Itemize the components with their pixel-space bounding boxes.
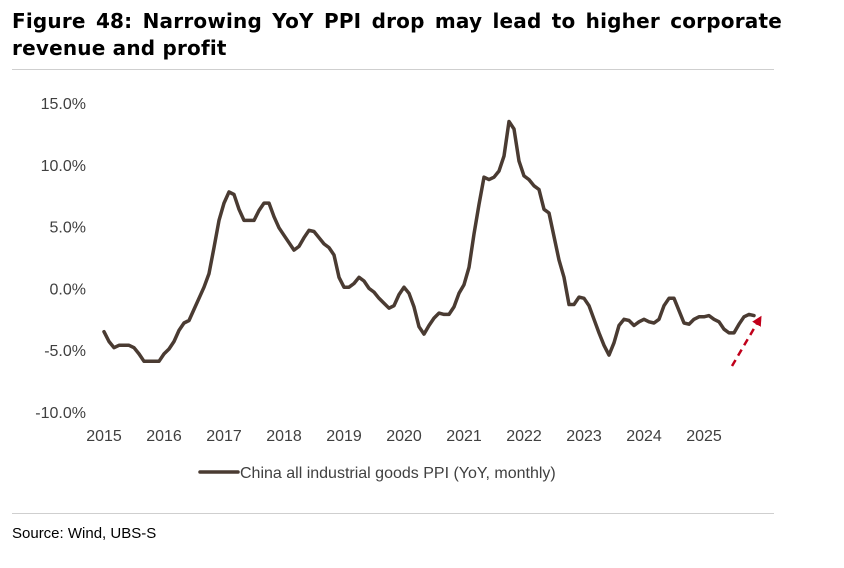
- x-axis: 2015 2016 2017 2018 2019 2020 2021 2022 2023 2024…: [86, 428, 722, 445]
- figure-title: Figure 48: Narrowing YoY PPI drop may le…: [12, 9, 782, 60]
- x-tick-label: 2016: [146, 428, 182, 445]
- trend-arrow: [730, 315, 762, 367]
- plot-area: [102, 119, 756, 364]
- x-tick-label: 2019: [326, 428, 362, 445]
- legend-label: China all industrial goods PPI (YoY, mon…: [240, 465, 556, 482]
- x-tick-label: 2020: [386, 428, 422, 445]
- x-tick-label: 2018: [266, 428, 302, 445]
- x-tick-label: 2023: [566, 428, 602, 445]
- y-axis: 15.0% 10.0% 5.0% 0.0% -5.0% -10.0%: [35, 96, 86, 422]
- x-tick-label: 2015: [86, 428, 122, 445]
- y-tick-label: 15.0%: [41, 96, 86, 113]
- x-tick-label: 2021: [446, 428, 482, 445]
- x-tick-label: 2025: [686, 428, 722, 445]
- legend: China all industrial goods PPI (YoY, mon…: [198, 465, 556, 482]
- y-tick-label: -5.0%: [44, 343, 86, 360]
- y-tick-label: 0.0%: [50, 281, 86, 298]
- y-tick-label: -10.0%: [35, 405, 86, 422]
- series-line-ppi: [102, 119, 756, 364]
- x-tick-label: 2022: [506, 428, 542, 445]
- y-tick-label: 10.0%: [41, 158, 86, 175]
- y-tick-label: 5.0%: [50, 220, 86, 237]
- x-tick-label: 2017: [206, 428, 242, 445]
- source-note: Source: Wind, UBS-S: [12, 525, 157, 542]
- annotations: [730, 315, 762, 367]
- source-divider: [12, 513, 774, 514]
- title-divider: [12, 69, 774, 70]
- x-tick-label: 2024: [626, 428, 662, 445]
